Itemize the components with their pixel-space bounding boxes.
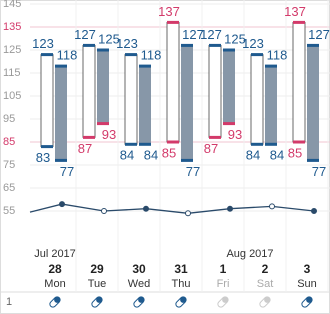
pill-part: [138, 296, 145, 303]
pulse-point: [311, 208, 317, 214]
month-label: Jul 2017: [34, 248, 76, 260]
date-label: 2: [262, 262, 269, 276]
diastolic-label: 87: [204, 141, 218, 156]
systolic-label: 123: [242, 36, 264, 51]
diastolic-label: 77: [60, 164, 74, 179]
y-tick-label: 125: [3, 44, 21, 56]
pill-part: [96, 296, 103, 303]
y-tick-label: 135: [3, 21, 21, 33]
bp-bar: [166, 21, 180, 143]
diastolic-label: 87: [78, 141, 92, 156]
weekday-label: Thu: [172, 278, 191, 290]
bp-bar: [208, 45, 222, 138]
bp-bar: [55, 66, 67, 161]
weekday-label: Fri: [217, 278, 230, 290]
weekday-label: Sun: [297, 278, 317, 290]
diastolic-label: 85: [288, 145, 302, 160]
systolic-label: 118: [57, 48, 78, 63]
pill-icon: [301, 296, 313, 308]
pill-part: [180, 296, 187, 303]
systolic-label: 127: [74, 27, 96, 42]
diastolic-label: 77: [312, 164, 326, 179]
pulse-point: [101, 208, 107, 214]
systolic-label: 125: [98, 31, 120, 46]
date-label: 31: [174, 262, 188, 276]
pill-icon: [49, 296, 61, 308]
pulse-point: [59, 201, 65, 208]
weekday-label: Wed: [128, 278, 150, 290]
weekday-label: Sat: [257, 278, 274, 290]
pill-part: [222, 296, 229, 303]
pill-part: [54, 296, 61, 303]
bp-bar: [181, 45, 193, 161]
diastolic-label: 84: [246, 148, 260, 163]
bp-bar: [40, 54, 54, 147]
pulse-point: [143, 205, 149, 212]
medication-row-label: 1: [6, 296, 12, 308]
pill-icon: [133, 296, 145, 308]
bp-bar: [250, 54, 264, 145]
month-label: Aug 2017: [226, 248, 273, 260]
y-tick-label: 65: [3, 182, 15, 194]
date-label: 29: [90, 262, 104, 276]
diastolic-label: 84: [120, 148, 134, 163]
weekday-label: Mon: [44, 278, 65, 290]
y-tick-label: 95: [3, 113, 15, 125]
systolic-label: 118: [267, 48, 288, 63]
weekday-label: Tue: [88, 278, 107, 290]
systolic-label: 118: [141, 48, 162, 63]
pulse-point: [185, 210, 191, 217]
diastolic-label: 85: [162, 145, 176, 160]
systolic-label: 123: [32, 36, 54, 51]
date-label: 1: [220, 262, 227, 276]
y-tick-label: 75: [3, 159, 15, 171]
y-tick-label: 105: [3, 90, 21, 102]
diastolic-label: 93: [228, 127, 242, 142]
systolic-label: 137: [158, 4, 180, 19]
diastolic-label: 93: [102, 127, 116, 142]
pill-icon: [91, 296, 103, 308]
systolic-label: 123: [116, 36, 138, 51]
diastolic-label: 83: [36, 150, 50, 165]
pulse-point: [269, 203, 275, 210]
pill-part: [264, 296, 271, 303]
date-label: 28: [48, 262, 62, 276]
pill-icon: [175, 296, 187, 308]
pulse-point: [227, 205, 233, 212]
bp-bar: [307, 45, 319, 161]
systolic-label: 127: [182, 27, 204, 42]
pulse-line: [29, 203, 315, 214]
pill-part: [306, 296, 313, 303]
bp-bar: [265, 66, 277, 145]
date-label: 30: [132, 262, 146, 276]
bp-bar: [82, 45, 96, 138]
diastolic-label: 84: [270, 148, 284, 163]
y-tick-label: 115: [3, 67, 21, 79]
y-tick-label: 145: [3, 0, 21, 10]
y-tick-label: 55: [3, 205, 15, 217]
bp-bar: [124, 54, 138, 145]
date-label: 3: [304, 262, 311, 276]
systolic-label: 137: [284, 4, 306, 19]
diastolic-label: 77: [186, 164, 200, 179]
y-tick-label: 85: [3, 136, 15, 148]
bp-bar: [223, 50, 235, 124]
bp-bar: [139, 66, 151, 145]
systolic-label: 127: [308, 27, 330, 42]
systolic-label: 125: [224, 31, 246, 46]
systolic-label: 127: [200, 27, 222, 42]
bp-bar: [292, 21, 306, 143]
bp-bar: [97, 50, 109, 124]
pill-icon: [259, 296, 271, 308]
diastolic-label: 84: [144, 148, 158, 163]
